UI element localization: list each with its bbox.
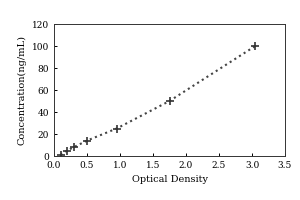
Y-axis label: Concentration(ng/mL): Concentration(ng/mL) [17,35,26,145]
X-axis label: Optical Density: Optical Density [131,175,208,184]
